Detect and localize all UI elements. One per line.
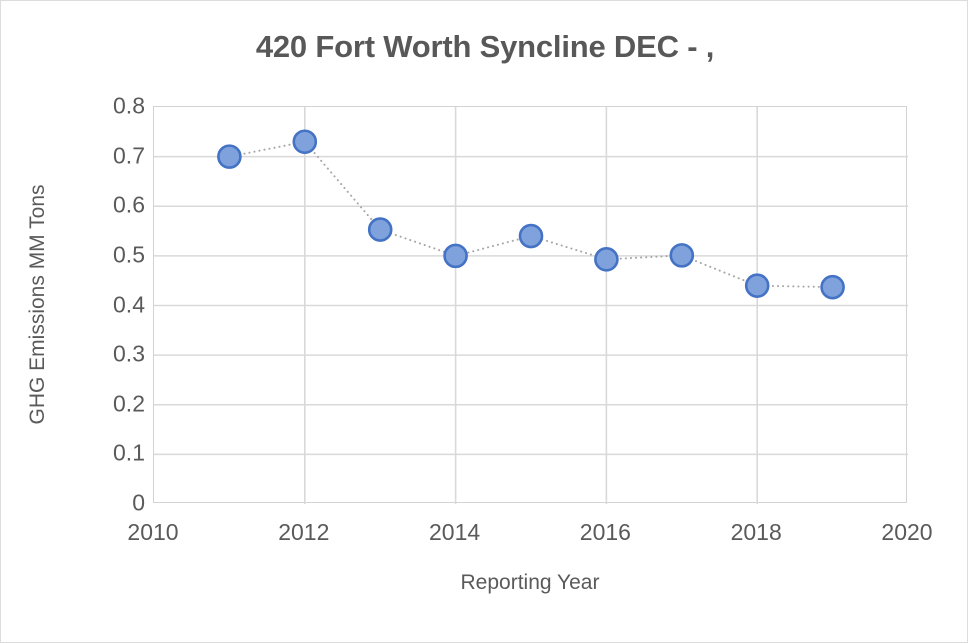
data-point-marker[interactable] bbox=[292, 129, 318, 155]
y-axis-tick-label: 0.8 bbox=[113, 92, 145, 119]
x-axis-tick-label: 2016 bbox=[579, 519, 631, 545]
chart-title: 420 Fort Worth Syncline DEC - , bbox=[255, 29, 715, 64]
y-axis-tick-labels: 0 0.1 0.2 0.3 0.4 0.5 0.6 0.7 0.8 bbox=[73, 94, 145, 514]
y-axis-tick-label: 0.1 bbox=[113, 439, 145, 466]
plot-area bbox=[153, 106, 908, 504]
x-axis-tick-label: 2010 bbox=[127, 519, 179, 545]
y-axis-tick-label: 0.7 bbox=[113, 142, 145, 169]
y-axis-tick-label: 0 bbox=[132, 489, 145, 516]
y-axis-tick-label: 0.6 bbox=[113, 191, 145, 218]
data-point-marker[interactable] bbox=[669, 243, 695, 268]
x-axis-tick-label: 2020 bbox=[881, 519, 933, 545]
data-point-marker[interactable] bbox=[443, 243, 468, 269]
x-axis-tick-label: 2018 bbox=[730, 519, 782, 545]
data-point-marker[interactable] bbox=[367, 217, 393, 242]
x-axis-tick-label: 2014 bbox=[429, 519, 481, 545]
data-point-marker[interactable] bbox=[744, 273, 770, 298]
x-axis-title: Reporting Year bbox=[460, 571, 600, 594]
data-point-marker[interactable] bbox=[820, 274, 845, 300]
y-axis-tick-label: 0.2 bbox=[113, 390, 145, 417]
y-axis-tick-label: 0.4 bbox=[113, 291, 145, 317]
plot-svg bbox=[154, 107, 908, 504]
y-axis-tick-label: 0.5 bbox=[113, 241, 145, 268]
y-axis-title: GHG Emissions MM Tons bbox=[26, 184, 49, 425]
y-axis-tick-label: 0.3 bbox=[113, 340, 145, 367]
series-connector-line bbox=[228, 140, 834, 289]
x-axis-tick-labels: 2010 2012 2014 2016 2018 2020 bbox=[127, 519, 932, 555]
data-point-marker[interactable] bbox=[518, 223, 544, 249]
data-point-marker[interactable] bbox=[594, 247, 619, 272]
x-axis-tick-label: 2012 bbox=[278, 519, 330, 545]
data-point-marker[interactable] bbox=[217, 144, 242, 169]
